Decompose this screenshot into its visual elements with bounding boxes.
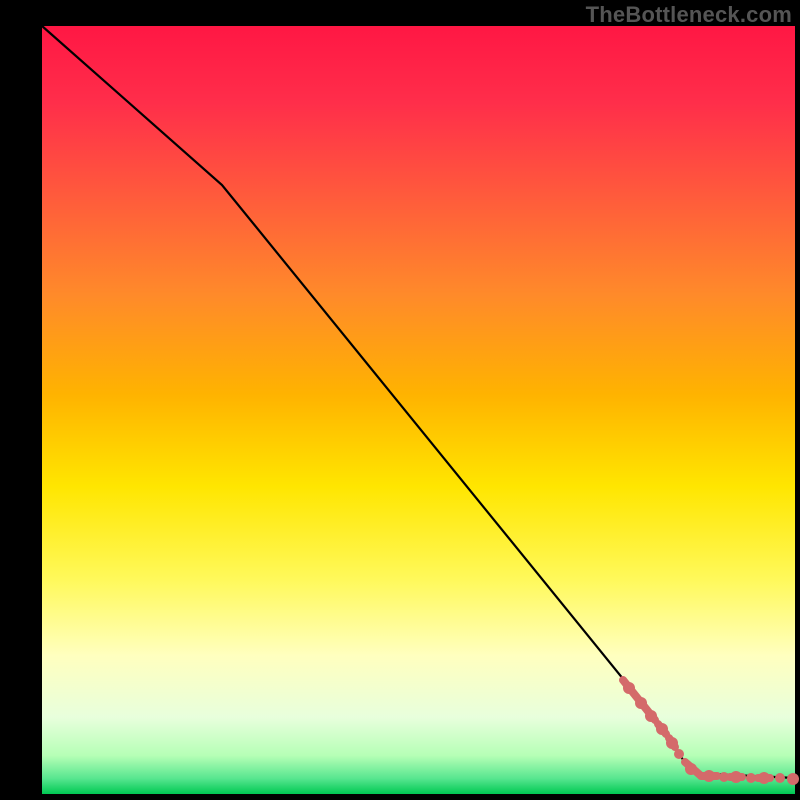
- watermark-text: TheBottleneck.com: [586, 2, 792, 28]
- chart-root: TheBottleneck.com: [0, 0, 800, 800]
- plot-area-rect: [42, 26, 795, 794]
- gradient-background-plot: [0, 0, 800, 800]
